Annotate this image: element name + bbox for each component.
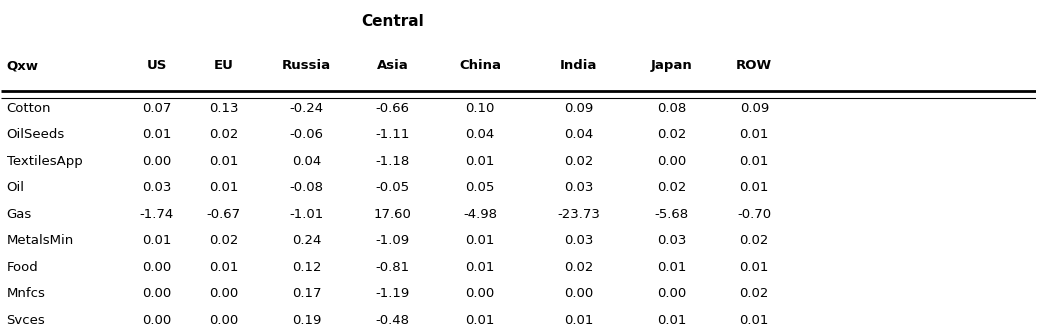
- Text: 0.01: 0.01: [142, 128, 171, 141]
- Text: 0.01: 0.01: [656, 261, 686, 274]
- Text: -1.11: -1.11: [375, 128, 410, 141]
- Text: 0.17: 0.17: [291, 287, 321, 300]
- Text: ROW: ROW: [736, 59, 773, 72]
- Text: -4.98: -4.98: [464, 208, 497, 221]
- Text: India: India: [560, 59, 597, 72]
- Text: EU: EU: [214, 59, 233, 72]
- Text: -0.48: -0.48: [375, 314, 410, 324]
- Text: -5.68: -5.68: [654, 208, 689, 221]
- Text: 0.00: 0.00: [209, 287, 239, 300]
- Text: 0.01: 0.01: [209, 181, 239, 194]
- Text: 0.12: 0.12: [291, 261, 321, 274]
- Text: 0.03: 0.03: [564, 234, 593, 247]
- Text: 0.01: 0.01: [739, 314, 769, 324]
- Text: 0.01: 0.01: [739, 181, 769, 194]
- Text: 0.01: 0.01: [739, 128, 769, 141]
- Text: 0.00: 0.00: [142, 261, 171, 274]
- Text: -0.06: -0.06: [289, 128, 324, 141]
- Text: -1.09: -1.09: [375, 234, 410, 247]
- Text: 0.01: 0.01: [209, 261, 239, 274]
- Text: 0.01: 0.01: [466, 234, 495, 247]
- Text: 0.01: 0.01: [142, 234, 171, 247]
- Text: Russia: Russia: [282, 59, 331, 72]
- Text: Asia: Asia: [376, 59, 409, 72]
- Text: 0.02: 0.02: [656, 128, 686, 141]
- Text: 0.03: 0.03: [564, 181, 593, 194]
- Text: 0.02: 0.02: [739, 287, 769, 300]
- Text: 0.00: 0.00: [209, 314, 239, 324]
- Text: 0.09: 0.09: [739, 102, 768, 115]
- Text: -0.24: -0.24: [289, 102, 324, 115]
- Text: Oil: Oil: [6, 181, 25, 194]
- Text: -0.81: -0.81: [375, 261, 410, 274]
- Text: 0.01: 0.01: [656, 314, 686, 324]
- Text: 0.10: 0.10: [466, 102, 495, 115]
- Text: -1.18: -1.18: [375, 155, 410, 168]
- Text: 0.04: 0.04: [466, 128, 495, 141]
- Text: 0.00: 0.00: [142, 287, 171, 300]
- Text: US: US: [146, 59, 167, 72]
- Text: Qxw: Qxw: [6, 59, 38, 72]
- Text: 0.08: 0.08: [657, 102, 686, 115]
- Text: -1.74: -1.74: [139, 208, 173, 221]
- Text: 0.04: 0.04: [564, 128, 593, 141]
- Text: 0.02: 0.02: [209, 128, 239, 141]
- Text: Central: Central: [361, 14, 424, 29]
- Text: MetalsMin: MetalsMin: [6, 234, 74, 247]
- Text: -1.19: -1.19: [375, 287, 410, 300]
- Text: -0.66: -0.66: [375, 102, 410, 115]
- Text: 0.00: 0.00: [142, 314, 171, 324]
- Text: 0.01: 0.01: [466, 314, 495, 324]
- Text: Cotton: Cotton: [6, 102, 51, 115]
- Text: 0.00: 0.00: [466, 287, 495, 300]
- Text: 0.13: 0.13: [209, 102, 239, 115]
- Text: 0.09: 0.09: [564, 102, 593, 115]
- Text: 0.00: 0.00: [564, 287, 593, 300]
- Text: 0.01: 0.01: [739, 155, 769, 168]
- Text: 0.02: 0.02: [656, 181, 686, 194]
- Text: -0.05: -0.05: [375, 181, 410, 194]
- Text: 0.01: 0.01: [466, 155, 495, 168]
- Text: China: China: [459, 59, 501, 72]
- Text: Gas: Gas: [6, 208, 32, 221]
- Text: -23.73: -23.73: [557, 208, 600, 221]
- Text: 0.24: 0.24: [291, 234, 321, 247]
- Text: 0.01: 0.01: [466, 261, 495, 274]
- Text: 0.00: 0.00: [657, 155, 686, 168]
- Text: 0.02: 0.02: [739, 234, 769, 247]
- Text: 0.02: 0.02: [564, 155, 593, 168]
- Text: 0.00: 0.00: [142, 155, 171, 168]
- Text: 0.04: 0.04: [291, 155, 321, 168]
- Text: TextilesApp: TextilesApp: [6, 155, 82, 168]
- Text: 0.02: 0.02: [209, 234, 239, 247]
- Text: -1.01: -1.01: [289, 208, 324, 221]
- Text: 17.60: 17.60: [373, 208, 412, 221]
- Text: 0.01: 0.01: [564, 314, 593, 324]
- Text: -0.08: -0.08: [289, 181, 324, 194]
- Text: OilSeeds: OilSeeds: [6, 128, 64, 141]
- Text: 0.02: 0.02: [564, 261, 593, 274]
- Text: -0.67: -0.67: [206, 208, 241, 221]
- Text: -0.70: -0.70: [737, 208, 772, 221]
- Text: Food: Food: [6, 261, 38, 274]
- Text: 0.03: 0.03: [656, 234, 686, 247]
- Text: 0.01: 0.01: [739, 261, 769, 274]
- Text: 0.19: 0.19: [291, 314, 321, 324]
- Text: Svces: Svces: [6, 314, 46, 324]
- Text: 0.07: 0.07: [142, 102, 171, 115]
- Text: 0.03: 0.03: [142, 181, 171, 194]
- Text: Japan: Japan: [650, 59, 693, 72]
- Text: 0.01: 0.01: [209, 155, 239, 168]
- Text: Mnfcs: Mnfcs: [6, 287, 46, 300]
- Text: 0.00: 0.00: [657, 287, 686, 300]
- Text: 0.05: 0.05: [466, 181, 495, 194]
